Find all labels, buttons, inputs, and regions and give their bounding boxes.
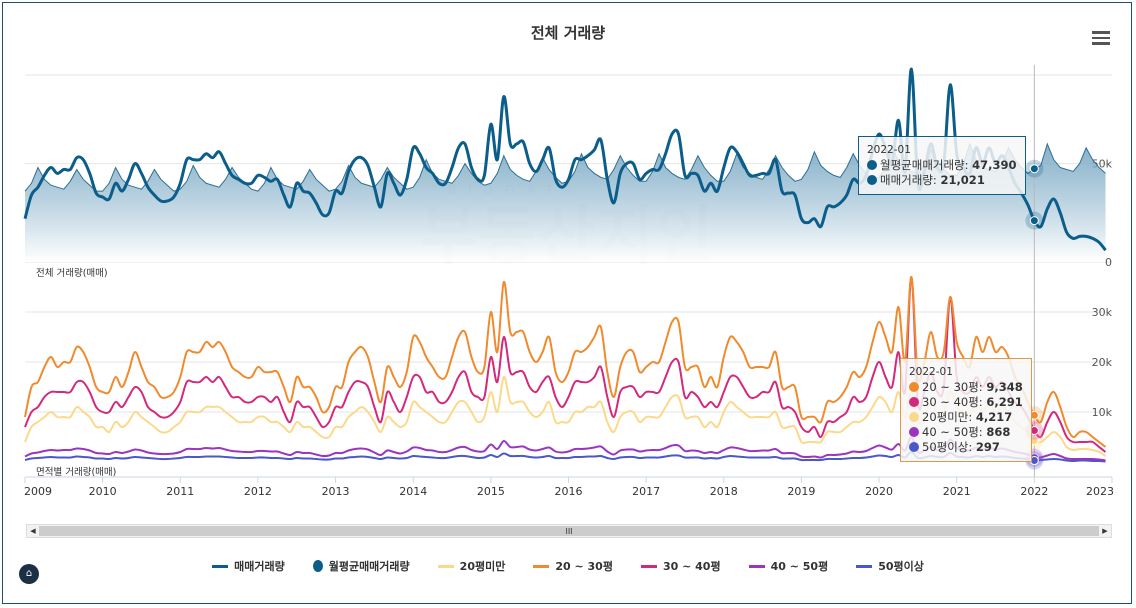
legend-item[interactable]: 20평미만 [437, 558, 506, 574]
y-tick-label: 0 [1105, 256, 1112, 269]
legend-item[interactable]: 매매거래량 [212, 558, 285, 574]
x-tick-label: 2016 [555, 485, 583, 498]
scroll-right-arrow-icon[interactable]: ▶ [1102, 527, 1108, 535]
tooltip-label: 매매거래량: [880, 173, 941, 187]
legend-item[interactable]: 30 ~ 40평 [640, 558, 721, 574]
legend-symbol-icon [212, 564, 229, 568]
tooltip-value: 21,021 [940, 173, 985, 187]
tooltip-label: 50평이상: [922, 440, 976, 454]
x-tick-label: 2012 [244, 485, 272, 498]
x-tick-label: 2019 [787, 485, 815, 498]
legend-item[interactable]: 40 ~ 50평 [748, 558, 829, 574]
legend-symbol-icon [533, 564, 550, 568]
legend-symbol-icon [312, 560, 323, 572]
x-tick-label: 2010 [89, 485, 117, 498]
legend: 매매거래량 월평균매매거래량 20평미만 20 ~ 30평 30 ~ 40평 40 ~ 5… [0, 558, 1136, 574]
legend-symbol-icon [748, 564, 765, 568]
tooltip-label: 30 ~ 40평: [922, 395, 987, 409]
x-tick-label: 2022 [1020, 485, 1048, 498]
tooltip-row: 20 ~ 30평: 9,348 [909, 380, 1023, 395]
y-tick-label: 20k [1092, 356, 1113, 369]
tooltip-label: 40 ~ 50평: [922, 425, 987, 439]
legend-item[interactable]: 20 ~ 30평 [533, 558, 613, 574]
tooltip-value: 6,291 [986, 395, 1023, 409]
scroll-left-arrow-icon[interactable]: ◀ [30, 527, 36, 535]
series-dot-icon [867, 160, 877, 170]
scrollbar-thumb[interactable]: III [39, 526, 1099, 536]
x-tick-label: 2021 [943, 485, 971, 498]
chart-title: 전체 거래량 [530, 24, 606, 42]
tooltip-row: 30 ~ 40평: 6,291 [909, 395, 1023, 410]
tooltip-label: 20평미만: [922, 410, 976, 424]
x-tick-label: 2023 [1086, 485, 1114, 498]
marker-point [1029, 216, 1039, 226]
home-logo-icon[interactable]: ⌂ [19, 564, 39, 584]
y-tick-label: 30k [1092, 306, 1113, 319]
legend-label: 20 ~ 30평 [555, 560, 613, 573]
tooltip-bottom: 2022-01 20 ~ 30평: 9,348 30 ~ 40평: 6,291 20… [900, 358, 1032, 462]
x-tick-label: 2018 [710, 485, 738, 498]
area-월평균매매거래량 [25, 143, 1106, 262]
series-dot-icon [909, 427, 919, 437]
tooltip-value: 297 [975, 440, 1000, 454]
legend-label: 월평균매매거래량 [328, 560, 410, 573]
tooltip-value: 868 [986, 425, 1011, 439]
tooltip-row: 월평균매매거래량: 47,390 [867, 158, 1017, 173]
y-axis-label-top: 전체 거래량(매매) [36, 267, 108, 279]
series-dot-icon [909, 412, 919, 422]
x-tick-label: 2014 [399, 485, 427, 498]
legend-label: 매매거래량 [234, 560, 285, 573]
tooltip-row: 20평미만: 4,217 [909, 410, 1023, 425]
legend-label: 20평미만 [459, 560, 506, 573]
hamburger-menu-icon[interactable] [1092, 31, 1110, 45]
x-tick-label: 2017 [632, 485, 660, 498]
series-dot-icon [909, 442, 919, 452]
tooltip-top: 2022-01 월평균매매거래량: 47,390 매매거래량: 21,021 [858, 136, 1026, 195]
x-tick-label: 2011 [166, 485, 194, 498]
tooltip-value: 4,217 [975, 410, 1013, 424]
tooltip-label: 월평균매매거래량: [880, 158, 973, 172]
tooltip-row: 40 ~ 50평: 868 [909, 425, 1023, 440]
legend-symbol-icon [437, 564, 454, 568]
legend-label: 40 ~ 50평 [770, 560, 829, 573]
legend-item[interactable]: 50평이상 [856, 558, 924, 574]
y-tick-label: 10k [1092, 406, 1113, 419]
x-tick-label: 2009 [24, 485, 52, 498]
horizontal-scrollbar[interactable]: ◀ III ▶ [26, 524, 1112, 538]
legend-item[interactable]: 월평균매매거래량 [312, 558, 410, 574]
tooltip-date: 2022-01 [867, 144, 911, 156]
legend-symbol-icon [856, 564, 873, 568]
tooltip-value: 47,390 [972, 158, 1017, 172]
tooltip-value: 9,348 [986, 380, 1023, 394]
tooltip-row: 매매거래량: 21,021 [867, 173, 1017, 188]
series-dot-icon [909, 397, 919, 407]
x-tick-label: 2020 [865, 485, 893, 498]
y-axis-label-bottom: 면적별 거래량(매매) [36, 466, 116, 478]
tooltip-row: 50평이상: 297 [909, 440, 1023, 455]
x-tick-label: 2015 [477, 485, 505, 498]
legend-symbol-icon [640, 564, 657, 568]
x-tick-label: 2013 [322, 485, 350, 498]
tooltip-label: 20 ~ 30평: [922, 380, 987, 394]
legend-label: 50평이상 [878, 560, 924, 573]
marker-point [1029, 164, 1039, 174]
legend-label: 30 ~ 40평 [662, 560, 721, 573]
series-dot-icon [867, 175, 877, 185]
series-dot-icon [909, 382, 919, 392]
tooltip-date: 2022-01 [909, 366, 953, 378]
